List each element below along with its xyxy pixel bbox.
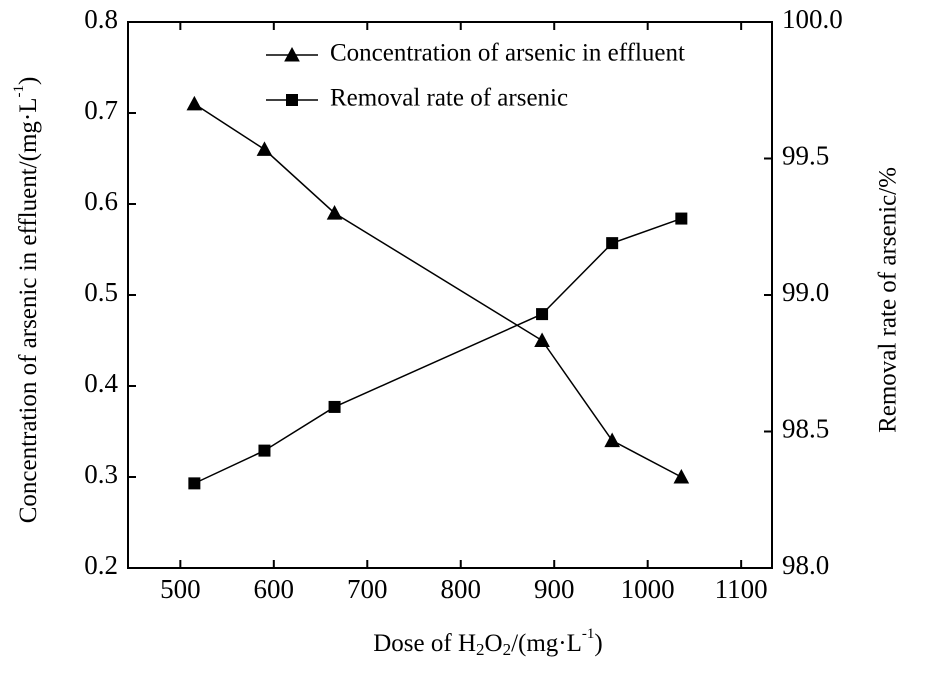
square-marker <box>286 94 298 106</box>
x-label-part: 2 <box>476 640 485 659</box>
y-label-part: Concentration of arsenic in effluent/(mg… <box>15 98 42 524</box>
series-line <box>193 103 682 478</box>
y2-tick-label: 99.5 <box>782 141 829 171</box>
triangle-marker <box>186 95 203 111</box>
y-tick-label: 0.7 <box>84 95 118 125</box>
y-tick-label: 0.3 <box>84 459 118 489</box>
y2-tick-label: 99.0 <box>782 277 829 307</box>
y-label-part: ) <box>15 77 42 85</box>
triangle-marker <box>326 205 343 220</box>
x-label-part: /(mg·L <box>511 630 582 657</box>
y-axis-label: Concentration of arsenic in effluent/(mg… <box>11 77 41 524</box>
square-marker <box>188 477 201 490</box>
y-tick-label: 0.8 <box>84 4 118 34</box>
triangle-marker <box>256 141 273 156</box>
legend-label: Concentration of arsenic in effluent <box>330 40 685 67</box>
x-label-part: 2 <box>503 640 512 659</box>
square-marker <box>328 400 341 413</box>
y-tick-label: 0.4 <box>84 368 118 398</box>
square-marker <box>675 212 688 225</box>
x-label-part: ) <box>594 630 602 657</box>
x-label-part: O <box>485 630 503 657</box>
triangle-marker <box>604 432 621 448</box>
y-tick-label: 0.2 <box>84 550 118 580</box>
x-label-part: Dose of H <box>373 630 476 657</box>
y2-tick-label: 98.5 <box>782 414 829 444</box>
legend-label: Removal rate of arsenic <box>330 85 568 112</box>
x-tick-label: 500 <box>160 574 201 604</box>
x-tick-label: 700 <box>347 574 388 604</box>
x-label-part: -1 <box>582 626 595 642</box>
y2-tick-label: 100.0 <box>782 4 843 34</box>
triangle-marker <box>534 332 550 347</box>
triangle-marker <box>673 468 690 484</box>
series-line <box>194 217 682 485</box>
x-tick-label: 1000 <box>621 574 675 604</box>
y2-axis-label: Removal rate of arsenic/% <box>875 167 902 433</box>
triangle-marker <box>284 46 300 62</box>
x-tick-label: 800 <box>440 574 481 604</box>
square-marker <box>536 308 549 321</box>
y-tick-label: 0.6 <box>84 186 118 216</box>
x-axis-label: Dose of H2O2/(mg·L-1) <box>373 626 602 658</box>
square-marker <box>606 237 619 250</box>
x-tick-label: 600 <box>254 574 295 604</box>
x-tick-label: 1100 <box>715 574 768 604</box>
x-tick-label: 900 <box>534 574 575 604</box>
y-label-part: -1 <box>11 85 27 98</box>
y2-tick-label: 98.0 <box>782 550 829 580</box>
square-marker <box>258 444 271 457</box>
y-tick-label: 0.5 <box>84 277 118 307</box>
